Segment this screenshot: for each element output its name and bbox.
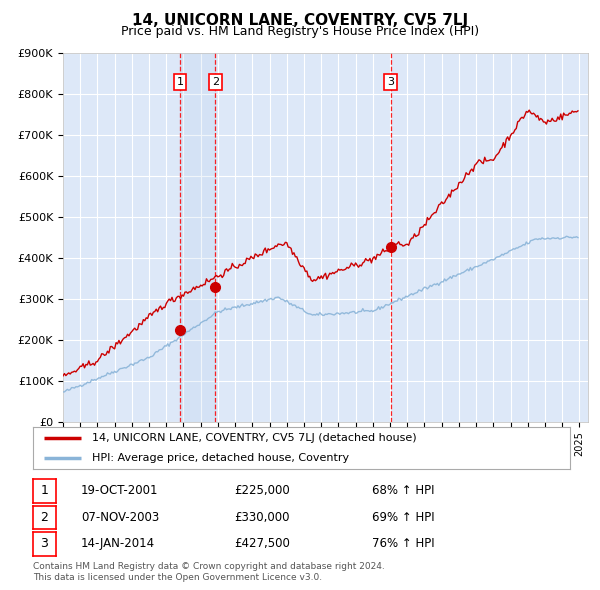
Text: HPI: Average price, detached house, Coventry: HPI: Average price, detached house, Cove… [92,454,349,463]
Bar [180,53,215,422]
Text: 14, UNICORN LANE, COVENTRY, CV5 7LJ (detached house): 14, UNICORN LANE, COVENTRY, CV5 7LJ (det… [92,434,416,444]
Text: 3: 3 [387,77,394,87]
Text: 1: 1 [40,484,49,497]
Text: 68% ↑ HPI: 68% ↑ HPI [372,484,434,497]
Text: 2: 2 [40,511,49,524]
Text: 14, UNICORN LANE, COVENTRY, CV5 7LJ: 14, UNICORN LANE, COVENTRY, CV5 7LJ [132,13,468,28]
Text: £427,500: £427,500 [234,537,290,550]
Text: £330,000: £330,000 [234,511,290,524]
Text: 76% ↑ HPI: 76% ↑ HPI [372,537,434,550]
Text: Price paid vs. HM Land Registry's House Price Index (HPI): Price paid vs. HM Land Registry's House … [121,25,479,38]
Text: Contains HM Land Registry data © Crown copyright and database right 2024.
This d: Contains HM Land Registry data © Crown c… [33,562,385,582]
Text: 69% ↑ HPI: 69% ↑ HPI [372,511,434,524]
Text: 07-NOV-2003: 07-NOV-2003 [81,511,159,524]
Text: 19-OCT-2001: 19-OCT-2001 [81,484,158,497]
Text: 1: 1 [176,77,184,87]
Text: 14-JAN-2014: 14-JAN-2014 [81,537,155,550]
Text: 3: 3 [40,537,49,550]
Text: 2: 2 [212,77,219,87]
Text: £225,000: £225,000 [234,484,290,497]
